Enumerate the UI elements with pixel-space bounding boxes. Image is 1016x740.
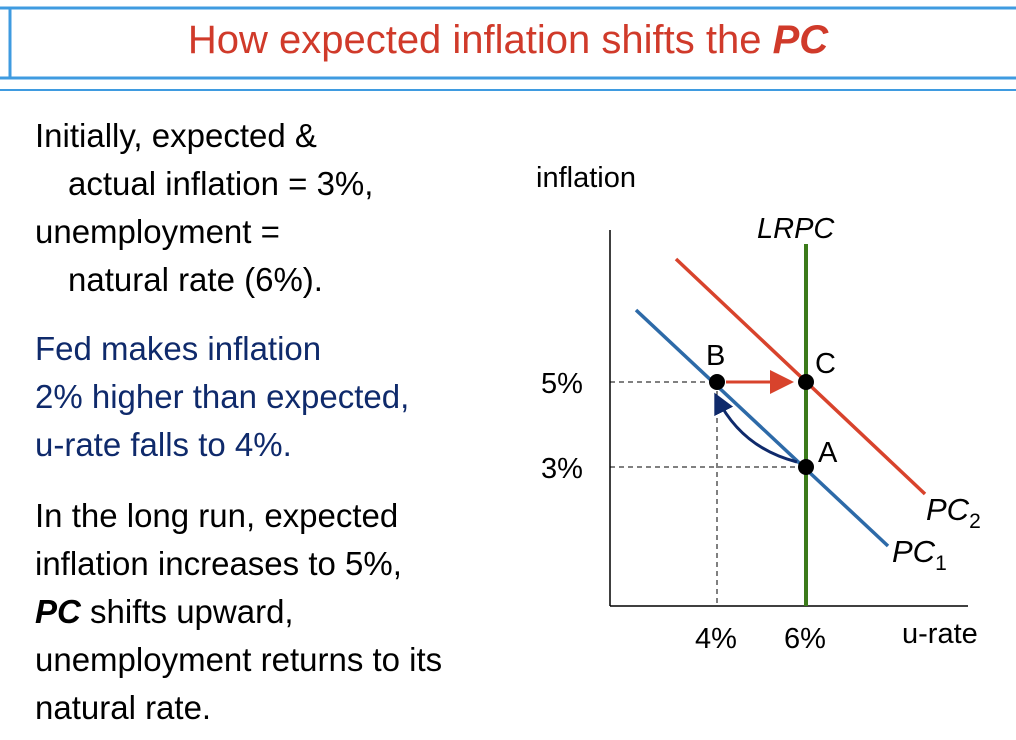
text-p3-line5: natural rate.	[35, 689, 212, 726]
text-p3-emphasis: PC	[35, 593, 81, 630]
pc2-label: PC2	[926, 492, 981, 533]
point-b-label: B	[706, 340, 725, 372]
y-tick-5pct: 5%	[541, 368, 583, 400]
text-p2-line3: u-rate falls to 4%.	[35, 426, 292, 463]
text-p3-line2: inflation increases to 5%,	[35, 545, 402, 582]
move-arrow	[714, 392, 798, 464]
text-p3-line1: In the long run, expected	[35, 497, 399, 534]
point-c-label: C	[815, 348, 836, 380]
pc1-label: PC1	[892, 534, 947, 575]
x-tick-4pct: 4%	[695, 623, 737, 655]
title-banner: How expected inflation shifts the PC	[0, 0, 1016, 96]
text-p3-line3: PC shifts upward,	[35, 593, 294, 630]
title-frame	[0, 6, 1016, 91]
pc2-subscript: 2	[969, 510, 981, 533]
text-p1-line3: unemployment =	[35, 213, 280, 250]
y-tick-3pct: 3%	[541, 453, 583, 485]
page-title: How expected inflation shifts the PC	[187, 18, 829, 62]
text-p1-line2: actual inflation = 3%,	[68, 165, 374, 202]
text-p2-line1: Fed makes inflation	[35, 330, 322, 367]
point-c	[798, 374, 814, 390]
text-p3-line4: unemployment returns to its	[35, 641, 443, 678]
point-a-label: A	[818, 437, 838, 469]
point-a	[798, 459, 814, 475]
lrpc-label: LRPC	[757, 213, 835, 245]
y-axis-label: inflation	[536, 162, 636, 194]
pc1-subscript: 1	[935, 552, 947, 575]
text-p1-line1: Initially, expected &	[35, 117, 317, 154]
pc1-line	[634, 308, 890, 548]
point-b	[709, 374, 725, 390]
x-axis-label: u-rate	[902, 618, 978, 650]
x-tick-6pct: 6%	[784, 623, 826, 655]
text-p2-line2: 2% higher than expected,	[35, 378, 410, 415]
text-p1-line4: natural rate (6%).	[68, 261, 323, 298]
title-emphasis: PC	[772, 18, 829, 62]
